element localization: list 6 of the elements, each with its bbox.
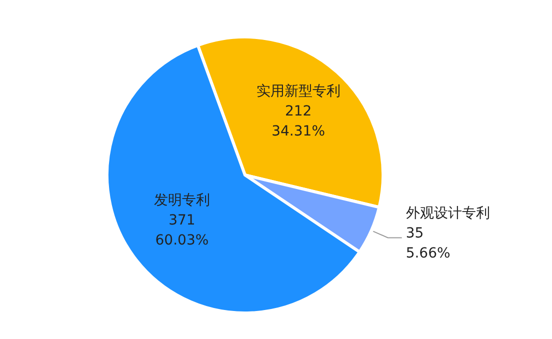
data-label: 35 5.66%	[406, 226, 450, 262]
slice-label: 发明专利	[154, 192, 210, 208]
data-label: 371 60.03%	[155, 212, 209, 248]
slice-label: 外观设计专利	[406, 206, 490, 222]
data-label: 212 34.31%	[272, 103, 325, 140]
slice-label: 实用新型专利	[256, 83, 340, 100]
